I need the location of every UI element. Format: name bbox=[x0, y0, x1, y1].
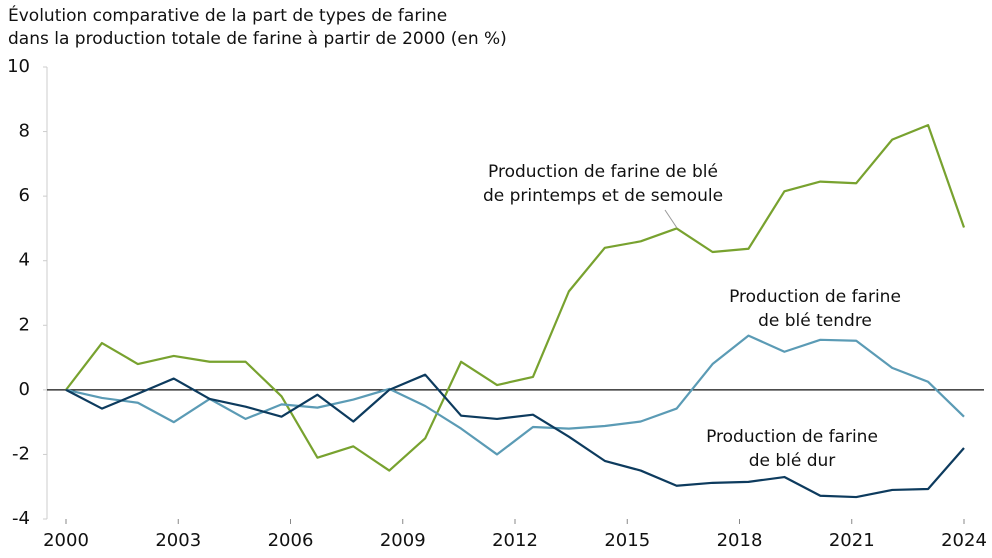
series-label: de blé dur bbox=[749, 451, 836, 471]
y-tick-label: -4 bbox=[12, 508, 30, 529]
y-tick-label: 8 bbox=[19, 121, 30, 142]
series-line bbox=[65, 334, 965, 456]
series-label: Production de farine bbox=[706, 427, 878, 447]
x-tick-label: 2015 bbox=[604, 530, 650, 551]
x-tick-label: 2012 bbox=[492, 530, 538, 551]
y-tick-label: -2 bbox=[12, 443, 30, 464]
x-tick-label: 2021 bbox=[829, 530, 875, 551]
series-label: de blé tendre bbox=[758, 311, 872, 331]
x-tick-label: 2000 bbox=[43, 530, 89, 551]
chart-title: Évolution comparative de la part de type… bbox=[8, 4, 447, 26]
series-line bbox=[65, 373, 965, 499]
y-tick-label: 10 bbox=[7, 56, 30, 77]
y-tick-label: 2 bbox=[19, 314, 30, 335]
series-label: Production de farine bbox=[729, 287, 901, 307]
x-tick-label: 2024 bbox=[941, 530, 987, 551]
x-tick-label: 2003 bbox=[155, 530, 201, 551]
leader-line bbox=[664, 209, 678, 229]
y-tick-label: 0 bbox=[19, 379, 30, 400]
y-tick-label: 6 bbox=[19, 185, 30, 206]
series-label: de printemps et de semoule bbox=[483, 186, 723, 206]
x-tick-label: 2018 bbox=[717, 530, 763, 551]
series-label: Production de farine de blé bbox=[488, 162, 718, 182]
series-line bbox=[65, 124, 966, 472]
x-tick-label: 2006 bbox=[268, 530, 314, 551]
y-tick-label: 4 bbox=[19, 250, 30, 271]
chart-title: dans la production totale de farine à pa… bbox=[8, 29, 507, 49]
x-tick-label: 2009 bbox=[380, 530, 426, 551]
